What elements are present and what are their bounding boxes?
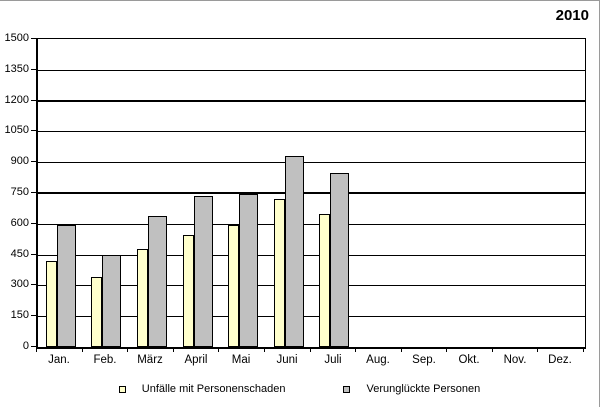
y-axis-tick [31,284,36,285]
y-axis-tick [31,161,36,162]
y-axis-tick [31,69,36,70]
y-axis-tick [31,346,36,347]
bar-series1-Juli [330,173,349,347]
bar-series0-Mai [228,225,239,347]
y-axis-label-450: 450 [10,248,29,260]
bar-series1-April [194,196,213,347]
x-axis-label-6: Juli [324,354,342,366]
chart-title: 2010 [555,7,589,24]
gridline-450 [38,255,585,256]
bar-series0-Juli [319,214,330,347]
gridline-1200 [38,100,585,102]
bar-series0-Jan [46,261,57,347]
y-axis-tick [31,100,36,101]
x-axis-tick [127,348,128,352]
x-axis-label-2: März [137,354,163,366]
x-axis-tick [355,348,356,352]
y-axis-tick [31,223,36,224]
bar-series1-Jan [57,225,76,347]
y-axis-label-1050: 1050 [4,124,29,136]
x-axis-tick [36,348,37,352]
y-axis-label-1350: 1350 [4,63,29,75]
x-axis-tick [218,348,219,352]
gridline-1050 [38,131,585,132]
plot-area [36,38,586,349]
y-axis-label-0: 0 [22,340,29,352]
legend-label-verunglueckte: Verunglückte Personen [366,383,481,395]
x-axis-tick [264,348,265,352]
x-axis-tick [583,348,584,352]
x-axis-tick [492,348,493,352]
y-axis-tick [31,38,36,39]
gridline-600 [38,224,585,225]
y-axis-label-1200: 1200 [4,94,29,106]
x-axis-tick [401,348,402,352]
gridline-150 [38,316,585,317]
x-axis-label-9: Okt. [458,354,480,366]
bar-series0-Juni [274,199,285,347]
x-axis-tick [310,348,311,352]
x-axis-tick [173,348,174,352]
y-axis-label-150: 150 [10,309,29,321]
y-axis-label-900: 900 [10,155,29,167]
y-axis-tick [31,315,36,316]
bar-series1-Mai [239,194,258,347]
x-axis-label-1: Feb. [93,354,117,366]
gridline-300 [38,285,585,286]
x-axis-tick [537,348,538,352]
bar-series0-Feb [91,277,102,347]
y-axis-tick [31,130,36,131]
legend-label-unfaelle: Unfälle mit Personenschaden [141,383,286,395]
x-axis-tick [82,348,83,352]
y-axis-tick [31,192,36,193]
legend-item-verunglueckte: Verunglückte Personen [343,383,480,395]
bar-series1-März [148,216,167,347]
x-axis-label-7: Aug. [366,354,390,366]
x-axis-label-5: Juni [276,354,298,366]
gridline-750 [38,192,585,194]
bar-series0-April [183,235,194,347]
y-axis-label-300: 300 [10,278,29,290]
x-axis-label-10: Nov. [503,354,527,366]
y-axis-label-1500: 1500 [4,32,29,44]
bar-series1-Feb [102,255,121,347]
y-axis-tick [31,254,36,255]
x-axis-tick [446,348,447,352]
legend-item-unfaelle: Unfälle mit Personenschaden [118,383,286,395]
gridline-900 [38,162,585,163]
bar-series0-März [137,249,148,347]
gridline-1350 [38,70,585,71]
y-axis-label-750: 750 [10,186,29,198]
x-axis-label-8: Sep. [412,354,436,366]
legend: Unfälle mit Personenschaden Verunglückte… [0,383,599,395]
bar-series1-Juni [285,156,304,347]
x-axis-label-4: Mai [231,354,251,366]
x-axis-label-3: April [184,354,208,366]
x-axis-label-0: Jan. [48,354,70,366]
legend-marker-unfaelle-icon [118,385,126,393]
legend-marker-verunglueckte-icon [343,385,351,393]
y-axis-label-600: 600 [10,217,29,229]
x-axis-label-11: Dez. [548,354,572,366]
